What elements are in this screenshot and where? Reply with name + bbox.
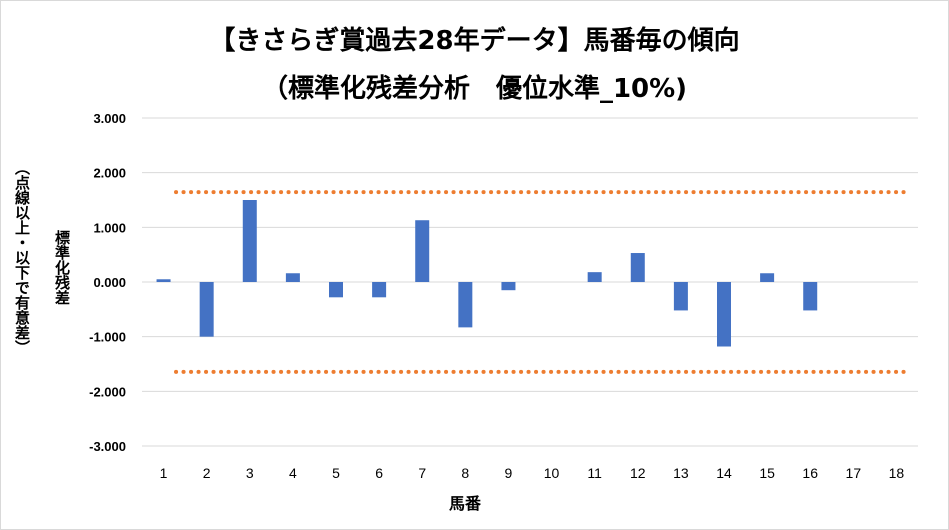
- x-tick-label: 12: [630, 465, 646, 481]
- chart-subtitle: （標準化残差分析 優位水準_10%): [261, 74, 688, 104]
- bar: [372, 282, 387, 298]
- bar: [803, 282, 818, 311]
- bar: [242, 200, 257, 282]
- y-axis-label-sub: （点線以上・以下で有意差）: [13, 160, 31, 355]
- gridlines: [142, 117, 918, 447]
- y-tick-label: -2.000: [89, 384, 126, 399]
- x-tick-label: 14: [716, 465, 732, 481]
- x-ticks: 1 2 3 4 5 6 7 8 9 10 11 12 13 14 15 16 17 18: [160, 465, 905, 481]
- y-tick-label: -3.000: [89, 439, 126, 454]
- x-tick-label: 11: [587, 465, 602, 481]
- x-tick-label: 3: [246, 465, 254, 481]
- y-axis-label-main: 標準化残差: [53, 230, 71, 305]
- bar: [199, 282, 214, 337]
- x-tick-label: 13: [673, 465, 689, 481]
- bar: [673, 282, 688, 311]
- x-tick-label: 17: [846, 465, 862, 481]
- bars: [156, 200, 818, 347]
- y-tick-label: 0.000: [93, 275, 126, 290]
- chart-title: 【きさらぎ賞過去28年データ】馬番毎の傾向: [209, 26, 740, 56]
- bar: [501, 282, 516, 291]
- bar: [458, 282, 473, 328]
- y-tick-label: 2.000: [93, 166, 126, 181]
- x-tick-label: 10: [544, 465, 560, 481]
- y-tick-label: 3.000: [93, 111, 126, 126]
- x-tick-label: 2: [203, 465, 211, 481]
- x-tick-label: 9: [505, 465, 513, 481]
- threshold-lines: [174, 190, 906, 374]
- y-tick-label: 1.000: [93, 220, 126, 235]
- x-tick-label: 7: [418, 465, 426, 481]
- x-tick-label: 4: [289, 465, 297, 481]
- x-tick-label: 5: [332, 465, 340, 481]
- bar: [760, 273, 775, 282]
- x-tick-label: 18: [889, 465, 905, 481]
- bar: [415, 220, 430, 282]
- x-axis-label: 馬番: [449, 494, 482, 513]
- bar: [630, 253, 645, 282]
- x-tick-label: 16: [802, 465, 818, 481]
- bar: [156, 279, 171, 282]
- y-tick-label: -1.000: [89, 330, 126, 345]
- x-tick-label: 6: [375, 465, 383, 481]
- y-axis-label-group: （点線以上・以下で有意差） 標準化残差: [8, 160, 78, 410]
- bar: [329, 282, 343, 298]
- bar: [285, 273, 300, 282]
- y-ticks: -3.000 -2.000 -1.000 0.000 1.000 2.000 3.000: [89, 111, 126, 454]
- x-tick-label: 8: [461, 465, 469, 481]
- bar: [587, 272, 602, 282]
- bar: [717, 282, 731, 347]
- x-tick-label: 15: [759, 465, 775, 481]
- x-tick-label: 1: [160, 465, 168, 481]
